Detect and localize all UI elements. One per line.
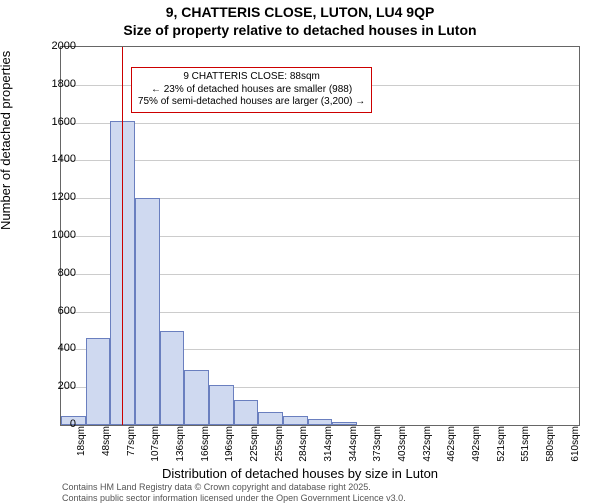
property-marker-line <box>122 47 123 425</box>
histogram-bar <box>184 370 209 425</box>
histogram-bar <box>135 198 160 425</box>
histogram-bar <box>86 338 111 425</box>
histogram-bar <box>209 385 234 425</box>
chart-title-line1: 9, CHATTERIS CLOSE, LUTON, LU4 9QP <box>0 4 600 20</box>
x-tick-label: 314sqm <box>323 426 334 466</box>
histogram-bar <box>308 419 333 425</box>
x-tick-label: 225sqm <box>249 426 260 466</box>
histogram-bar <box>283 416 308 425</box>
x-tick-label: 166sqm <box>200 426 211 466</box>
x-tick-label: 107sqm <box>150 426 161 466</box>
x-axis-label: Distribution of detached houses by size … <box>0 466 600 481</box>
y-tick-label: 1200 <box>36 191 76 203</box>
y-tick-label: 800 <box>36 267 76 279</box>
annotation-line: 75% of semi-detached houses are larger (… <box>138 96 365 109</box>
y-tick-label: 2000 <box>36 40 76 52</box>
x-tick-label: 521sqm <box>496 426 507 466</box>
x-tick-label: 284sqm <box>298 426 309 466</box>
annotation-box: 9 CHATTERIS CLOSE: 88sqm← 23% of detache… <box>131 67 372 113</box>
y-tick-label: 1800 <box>36 78 76 90</box>
footer-line2: Contains public sector information licen… <box>62 493 406 503</box>
chart-title-line2: Size of property relative to detached ho… <box>0 22 600 38</box>
x-tick-label: 462sqm <box>446 426 457 466</box>
x-tick-label: 580sqm <box>545 426 556 466</box>
footer-line1: Contains HM Land Registry data © Crown c… <box>62 482 371 492</box>
x-tick-label: 610sqm <box>570 426 581 466</box>
x-tick-label: 344sqm <box>348 426 359 466</box>
chart-container: 9, CHATTERIS CLOSE, LUTON, LU4 9QP Size … <box>0 0 600 500</box>
x-tick-label: 48sqm <box>101 426 112 466</box>
histogram-bar <box>160 331 185 426</box>
x-tick-label: 136sqm <box>175 426 186 466</box>
x-tick-label: 255sqm <box>274 426 285 466</box>
y-tick-label: 600 <box>36 305 76 317</box>
histogram-bar <box>332 422 357 425</box>
y-tick-label: 1400 <box>36 153 76 165</box>
y-axis-label: Number of detached properties <box>0 51 13 230</box>
x-tick-label: 373sqm <box>372 426 383 466</box>
annotation-line: 9 CHATTERIS CLOSE: 88sqm <box>138 71 365 84</box>
x-tick-label: 492sqm <box>471 426 482 466</box>
y-tick-label: 200 <box>36 380 76 392</box>
x-tick-label: 18sqm <box>76 426 87 466</box>
x-tick-label: 432sqm <box>422 426 433 466</box>
gridline <box>61 123 579 124</box>
x-tick-label: 551sqm <box>520 426 531 466</box>
histogram-bar <box>234 400 259 425</box>
x-tick-label: 403sqm <box>397 426 408 466</box>
y-tick-label: 1600 <box>36 116 76 128</box>
x-tick-label: 77sqm <box>126 426 137 466</box>
y-tick-label: 1000 <box>36 229 76 241</box>
x-tick-label: 196sqm <box>224 426 235 466</box>
y-tick-label: 0 <box>36 418 76 430</box>
y-tick-label: 400 <box>36 342 76 354</box>
histogram-bar <box>258 412 283 425</box>
annotation-line: ← 23% of detached houses are smaller (98… <box>138 84 365 97</box>
gridline <box>61 160 579 161</box>
plot-area: 9 CHATTERIS CLOSE: 88sqm← 23% of detache… <box>60 46 580 426</box>
